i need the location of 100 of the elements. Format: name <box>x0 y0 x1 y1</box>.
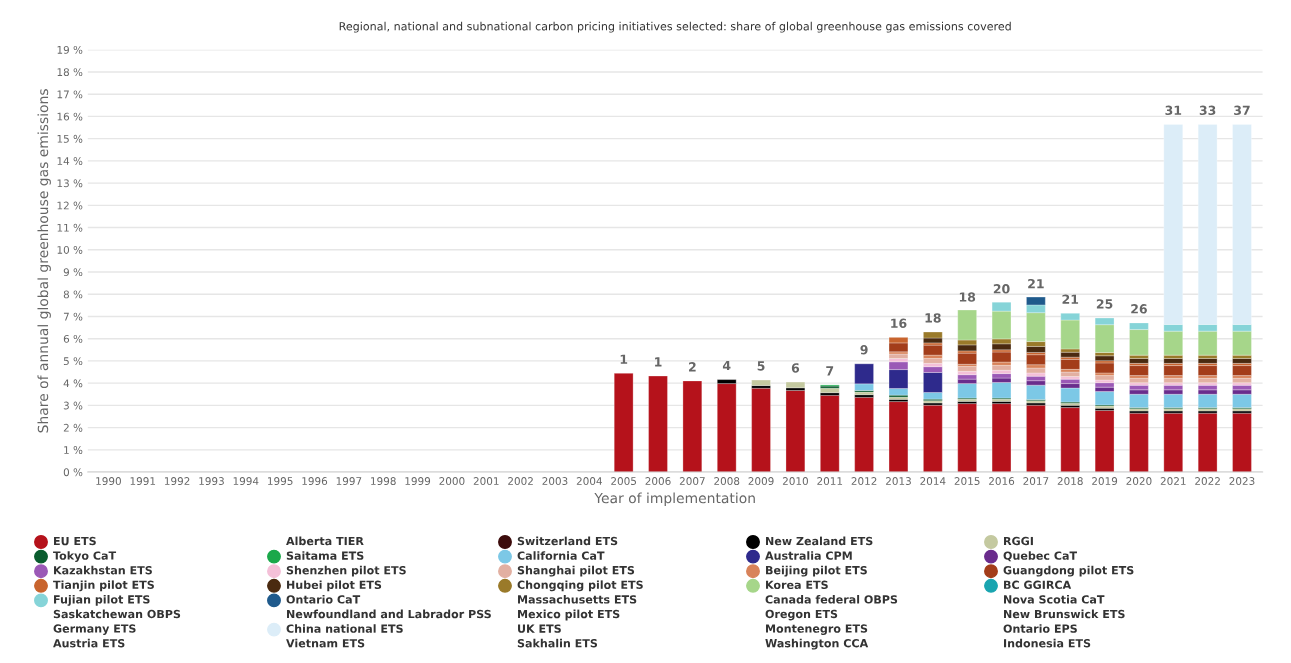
legend-label: Switzerland ETS <box>517 536 618 546</box>
x-tick-label: 2004 <box>576 477 602 485</box>
legend-label: Tianjin pilot ETS <box>53 580 154 592</box>
x-tick-label: 2002 <box>508 477 533 485</box>
x-tick-label: 2015 <box>954 477 980 485</box>
x-tick-label: 2009 <box>748 477 774 485</box>
legend-label: Korea ETS <box>766 580 828 590</box>
legend-label: Quebec CaT <box>1003 551 1078 562</box>
x-tick-label: 2008 <box>714 477 740 485</box>
y-tick-label: 7 % <box>63 312 83 321</box>
legend-label: Hubei pilot ETS <box>287 580 382 592</box>
annotation: 21 <box>1028 278 1044 289</box>
text: Vietnam ETS <box>286 638 365 648</box>
legend-label: California CaT <box>517 551 605 560</box>
y-tick-label: 18 % <box>57 68 83 77</box>
text: Newfoundland and Labrador PSS <box>287 609 491 619</box>
annotation: 4 <box>722 360 731 371</box>
x-tick-label: 2007 <box>679 477 705 485</box>
x-tick-label: 2019 <box>1092 477 1118 485</box>
y-tick-label: 10 % <box>57 246 83 254</box>
annotation: 16 <box>891 318 907 328</box>
y-tick-label: 11 % <box>57 223 83 232</box>
x-axis-title: Year of implementation <box>594 492 755 506</box>
text: New Brunswick ETS <box>1004 609 1125 619</box>
y-tick-label: 5 % <box>63 357 83 366</box>
x-tick-label: 2005 <box>611 477 637 485</box>
legend-label: New Zealand ETS <box>766 536 873 546</box>
x-tick-label: 2018 <box>1057 477 1083 485</box>
x-tick-label: 1998 <box>371 477 396 485</box>
y-tick-label: 0 % <box>63 468 83 477</box>
annotation: 20 <box>993 284 1010 294</box>
legend-label: China national ETS <box>286 624 403 633</box>
y-tick-label: 2 % <box>63 423 83 432</box>
y-tick-label: 12 % <box>57 201 83 210</box>
x-tick-label: 2013 <box>885 477 911 485</box>
x-tick-label: 1997 <box>336 477 362 485</box>
y-tick-label: 8 % <box>63 290 83 299</box>
x-tick-label: 2010 <box>782 477 808 485</box>
legend-label: Shanghai pilot ETS <box>517 565 635 577</box>
x-tick-label: 2021 <box>1160 477 1186 485</box>
x-tick-label: 1994 <box>233 477 259 485</box>
x-tick-label: 2012 <box>851 477 877 485</box>
annotation: 18 <box>959 292 976 302</box>
x-tick-label: 1990 <box>96 477 121 485</box>
y-axis-title: Share of annual global greenhouse gas emissions <box>37 89 51 433</box>
x-tick-label: 2001 <box>473 477 499 485</box>
text: Ontario EPS <box>1003 624 1077 633</box>
annotation: 2 <box>689 362 696 372</box>
y-tick-label: 14 % <box>57 157 83 165</box>
legend-label: Saitama ETS <box>286 551 364 560</box>
legend-label: Guangdong pilot ETS <box>1003 565 1134 577</box>
annotation: 1 <box>655 357 662 367</box>
text: Mexico pilot ETS <box>518 609 620 621</box>
x-tick-label: 2020 <box>1126 477 1152 485</box>
y-tick-label: 19 % <box>57 45 83 54</box>
x-tick-label: 1993 <box>199 477 224 485</box>
y-tick-label: 17 % <box>57 90 83 99</box>
text: Washington CCA <box>765 638 869 650</box>
annotation: 1 <box>620 354 628 364</box>
annotation: 31 <box>1165 105 1182 116</box>
legend-label: BC GGIRCA <box>1004 580 1072 590</box>
chart-title: Regional, national and subnational carbon pricing initiatives selected: share of global greenhouse gas emissions covered <box>339 21 1011 33</box>
legend-label: Kazakhstan ETS <box>54 565 152 575</box>
legend-label: Shenzhen pilot ETS <box>286 565 406 577</box>
y-tick-label: 9 % <box>63 268 83 277</box>
x-tick-label: 1991 <box>130 477 156 485</box>
legend-label: RGGI <box>1004 536 1033 546</box>
text: Canada federal OBPS <box>765 595 898 604</box>
legend-label: Fujian pilot ETS <box>54 594 150 606</box>
annotation: 7 <box>826 366 834 376</box>
x-tick-label: 2014 <box>920 477 946 485</box>
y-tick-label: 13 % <box>57 179 83 188</box>
annotation: 21 <box>1062 294 1079 304</box>
annotation: 6 <box>791 363 800 373</box>
legend-label: Australia CPM <box>765 551 852 560</box>
annotation: 9 <box>860 345 868 355</box>
legend-label: Ontario CaT <box>286 595 361 604</box>
y-tick-label: 15 % <box>57 134 83 143</box>
annotation: 37 <box>1234 105 1250 116</box>
text: Sakhalin ETS <box>517 638 598 648</box>
x-tick-label: 2023 <box>1229 477 1255 485</box>
legend-label: Beijing pilot ETS <box>766 565 867 577</box>
x-tick-label: 1995 <box>268 477 293 485</box>
text: UK ETS <box>518 624 561 633</box>
y-tick-label: 16 % <box>57 112 83 121</box>
text: Montenegro ETS <box>766 624 868 635</box>
y-tick-label: 6 % <box>63 334 83 343</box>
x-tick-label: 2022 <box>1195 477 1220 485</box>
text: Nova Scotia CaT <box>1004 595 1105 604</box>
x-tick-label: 2016 <box>989 477 1015 485</box>
y-tick-label: 1 % <box>64 446 83 454</box>
annotation: 5 <box>757 361 765 371</box>
annotation: 18 <box>925 313 941 323</box>
y-tick-label: 4 % <box>63 379 83 388</box>
x-tick-label: 1996 <box>302 477 328 485</box>
x-tick-label: 2003 <box>542 477 568 485</box>
y-tick-label: 3 % <box>63 401 83 410</box>
text: Austria ETS <box>53 638 125 648</box>
text: Germany ETS <box>53 624 136 635</box>
legend-label: Chongqing pilot ETS <box>517 580 643 592</box>
